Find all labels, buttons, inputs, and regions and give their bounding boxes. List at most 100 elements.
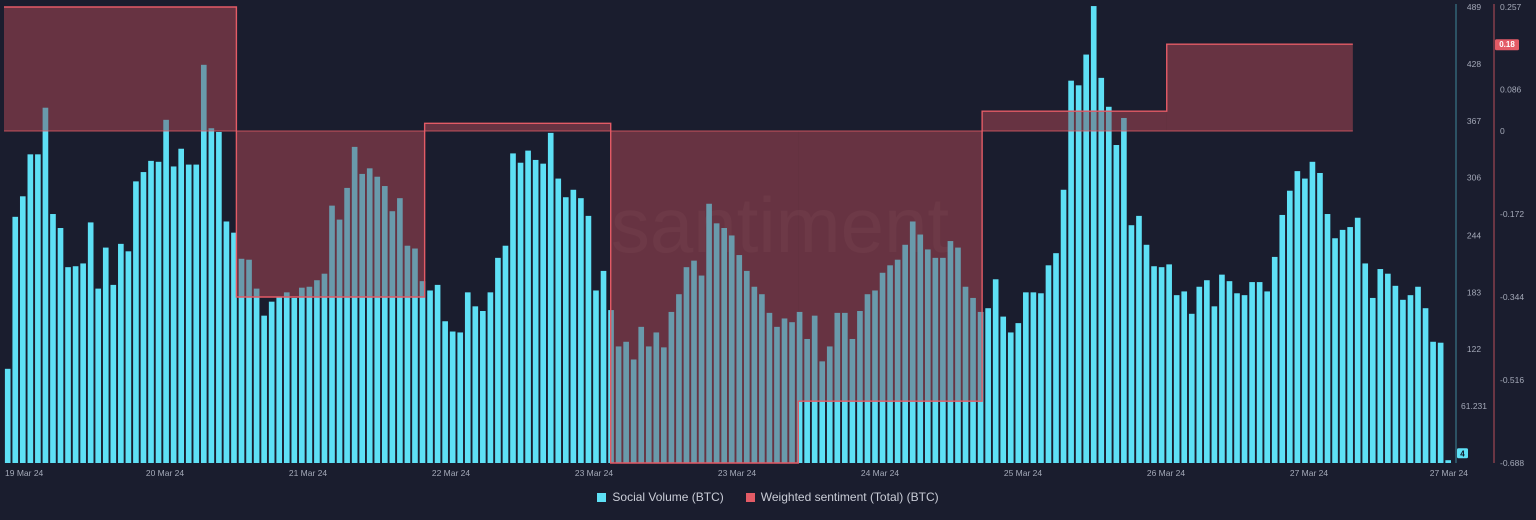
volume-bar bbox=[751, 286, 758, 463]
volume-bar bbox=[774, 326, 780, 463]
volume-bar bbox=[585, 215, 592, 463]
volume-bar bbox=[344, 187, 350, 463]
volume-bar bbox=[170, 166, 177, 463]
volume-bar bbox=[299, 287, 305, 463]
legend-item-social-volume[interactable]: Social Volume (BTC) bbox=[597, 490, 724, 504]
volume-bar bbox=[955, 247, 961, 463]
legend-label-sentiment: Weighted sentiment (Total) (BTC) bbox=[760, 490, 939, 504]
volume-bar bbox=[1158, 267, 1165, 463]
right-axis-tick-label: 0.257 bbox=[1500, 2, 1522, 12]
volume-bar bbox=[155, 161, 162, 464]
volume-bar bbox=[1294, 171, 1301, 463]
volume-bar bbox=[1392, 285, 1399, 463]
sentiment-area-overlay bbox=[798, 131, 983, 402]
left-axis-tick-label: 489 bbox=[1467, 2, 1481, 12]
volume-bar bbox=[125, 251, 132, 463]
volume-bar bbox=[1234, 293, 1240, 463]
volume-bar bbox=[1339, 229, 1346, 463]
volume-bar bbox=[1415, 286, 1421, 463]
volume-bar bbox=[238, 258, 245, 463]
right-axis-badge-label: 0.18 bbox=[1499, 40, 1515, 49]
volume-bar bbox=[1241, 295, 1248, 463]
volume-bar bbox=[661, 347, 667, 463]
volume-bar bbox=[676, 294, 682, 463]
volume-bar bbox=[600, 270, 607, 463]
volume-bar bbox=[578, 198, 584, 464]
volume-bar bbox=[698, 275, 705, 463]
sentiment-line-group bbox=[4, 6, 1353, 464]
volume-bar bbox=[728, 235, 735, 463]
volume-bar bbox=[721, 228, 727, 463]
volume-bar bbox=[261, 315, 267, 463]
volume-bar bbox=[510, 153, 516, 463]
legend-swatch-sentiment bbox=[745, 492, 755, 502]
sentiment-line bbox=[4, 6, 1353, 464]
volume-bar bbox=[1317, 172, 1323, 464]
left-axis-tick-label: 367 bbox=[1467, 116, 1481, 126]
volume-bar bbox=[1075, 85, 1082, 463]
volume-bar bbox=[185, 164, 192, 463]
volume-bar bbox=[1166, 264, 1172, 463]
volume-bar bbox=[87, 222, 94, 463]
volume-bar bbox=[4, 368, 11, 463]
volume-bar bbox=[1377, 269, 1384, 463]
volume-bar bbox=[216, 131, 222, 463]
volume-bar bbox=[495, 257, 501, 463]
volume-bar bbox=[842, 312, 848, 463]
volume-bar bbox=[789, 322, 795, 463]
volume-bar bbox=[902, 244, 908, 463]
volume-bar bbox=[321, 273, 328, 463]
volume-bar bbox=[691, 260, 697, 463]
social-volume-bars bbox=[4, 6, 1451, 464]
volume-bar bbox=[736, 255, 743, 463]
volume-bar bbox=[909, 221, 916, 463]
volume-bar bbox=[1219, 274, 1225, 463]
volume-bar bbox=[932, 257, 939, 463]
volume-bar bbox=[1332, 238, 1338, 463]
volume-bar bbox=[1136, 215, 1142, 463]
volume-bar bbox=[826, 346, 833, 463]
volume-bar bbox=[683, 267, 690, 463]
sentiment-area-overlay bbox=[4, 7, 237, 132]
x-axis-tick-label: 22 Mar 24 bbox=[432, 468, 471, 478]
volume-bar bbox=[329, 205, 335, 463]
volume-bar bbox=[713, 223, 720, 463]
legend: Social Volume (BTC) Weighted sentiment (… bbox=[0, 490, 1536, 504]
left-axis-tick-label: 306 bbox=[1467, 173, 1481, 183]
volume-bar bbox=[1068, 80, 1074, 464]
legend-item-sentiment[interactable]: Weighted sentiment (Total) (BTC) bbox=[745, 490, 939, 504]
volume-bar bbox=[1256, 282, 1263, 463]
volume-bar bbox=[374, 176, 381, 463]
volume-bar bbox=[163, 119, 169, 463]
volume-bar bbox=[306, 286, 313, 463]
volume-bar bbox=[962, 286, 969, 463]
volume-bar bbox=[246, 259, 252, 463]
volume-bar bbox=[110, 284, 117, 463]
volume-bar bbox=[1038, 293, 1044, 463]
volume-bar bbox=[35, 154, 41, 463]
left-axis-badge bbox=[1457, 448, 1468, 459]
volume-bar bbox=[366, 168, 373, 463]
volume-bar bbox=[985, 308, 991, 463]
volume-bar bbox=[178, 148, 184, 464]
volume-bar bbox=[1173, 295, 1180, 463]
sentiment-area-overlay bbox=[610, 131, 799, 463]
x-axis-tick-label: 23 Mar 24 bbox=[575, 468, 614, 478]
volume-bar bbox=[1226, 281, 1233, 463]
volume-bar bbox=[351, 146, 358, 463]
volume-bar bbox=[449, 331, 456, 463]
left-axis-tick-label: 61.231 bbox=[1461, 401, 1487, 411]
left-axis-tick-label: 244 bbox=[1467, 231, 1481, 241]
volume-bar bbox=[525, 150, 531, 464]
volume-bar bbox=[1007, 332, 1014, 463]
volume-bar bbox=[314, 280, 320, 463]
volume-bar bbox=[397, 198, 403, 464]
right-axis-tick-label: 0.086 bbox=[1500, 85, 1522, 95]
x-axis-tick-label: 27 Mar 24 bbox=[1430, 468, 1469, 478]
volume-bar bbox=[487, 292, 494, 463]
volume-bar bbox=[404, 245, 411, 463]
volume-bar bbox=[336, 219, 343, 463]
volume-bar bbox=[819, 361, 826, 463]
volume-bar bbox=[268, 301, 275, 463]
